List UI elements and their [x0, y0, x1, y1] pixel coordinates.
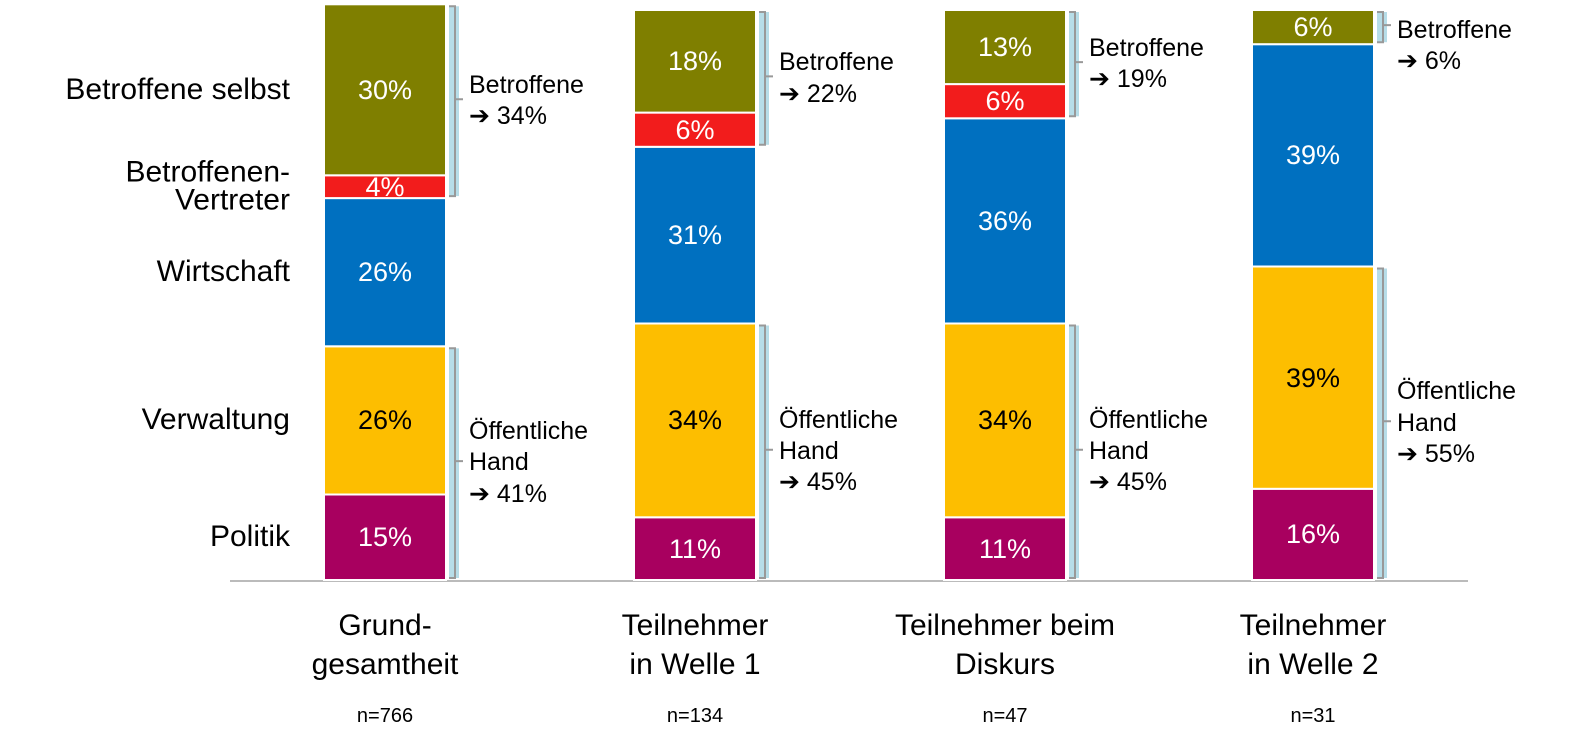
group-annotation: Betroffene ➔ 22%: [779, 47, 894, 110]
value-label: 30%: [357, 74, 413, 105]
category-label: Teilnehmer beim Diskurs: [894, 609, 1116, 681]
value-label: 13%: [977, 31, 1033, 62]
group-annotation: Öffentliche Hand ➔ 45%: [779, 405, 898, 499]
group-label: Öffentliche Hand: [1089, 405, 1209, 466]
bar-segment: [1251, 9, 1375, 46]
group-label: Öffentliche Hand: [1397, 377, 1517, 437]
series-label: Betroffene selbst: [65, 72, 290, 106]
group-label: Betroffene: [779, 48, 894, 77]
value-label: 31%: [667, 219, 723, 250]
bar-segment: [323, 345, 447, 496]
series-label: Wirtschaft: [156, 254, 290, 288]
group-label: Betroffene: [469, 70, 584, 99]
group-value: ➔ 45%: [779, 468, 857, 497]
bar-segment: [633, 516, 757, 581]
group-value: ➔ 6%: [1397, 47, 1462, 75]
sample-size: n=766: [356, 705, 414, 727]
group-annotation: Öffentliche Hand ➔ 55%: [1397, 376, 1516, 470]
group-value: ➔ 45%: [1089, 468, 1167, 497]
category-label: Teilnehmer in Welle 1: [621, 609, 769, 681]
value-label: 4%: [365, 171, 405, 202]
value-label: 34%: [977, 405, 1033, 436]
bar-segment: [1251, 265, 1375, 490]
value-label: 6%: [1293, 11, 1333, 42]
bracket: [1377, 267, 1391, 579]
value-label: 39%: [1285, 140, 1341, 171]
group-label: Öffentliche Hand: [469, 417, 589, 477]
bar-segment: [633, 9, 757, 114]
bar-segment: [943, 322, 1067, 519]
group-annotation: Öffentliche Hand ➔ 41%: [469, 416, 588, 510]
value-label: 11%: [978, 533, 1032, 564]
bar-segment: [633, 322, 757, 519]
value-label: 34%: [667, 405, 723, 436]
sample-size: n=31: [1290, 705, 1336, 727]
bracket: [449, 5, 463, 198]
bar-segment: [323, 3, 447, 177]
group-annotation: Betroffene ➔ 34%: [469, 70, 584, 133]
series-label: Verwaltung: [141, 403, 290, 437]
series-label: Betroffenen- Vertreter: [125, 155, 290, 217]
bar-segment: [1251, 43, 1375, 268]
sample-size: n=47: [982, 705, 1028, 727]
bracket: [759, 324, 773, 579]
bracket: [1069, 11, 1083, 118]
group-label: Betroffene: [1397, 15, 1512, 44]
bar-segment: [633, 111, 757, 148]
group-value: ➔ 55%: [1397, 439, 1475, 468]
bracket: [449, 347, 463, 579]
value-label: 18%: [667, 46, 723, 77]
group-annotation: Öffentliche Hand ➔ 45%: [1089, 405, 1208, 499]
bar-segment: [633, 145, 757, 325]
category-label: Grund- gesamtheit: [311, 609, 459, 681]
group-value: ➔ 19%: [1089, 65, 1167, 94]
group-annotation: Betroffene ➔ 19%: [1089, 33, 1204, 96]
group-label: Öffentliche Hand: [779, 405, 899, 466]
bar-segment: [943, 9, 1067, 86]
group-value: ➔ 22%: [779, 79, 857, 108]
group-label: Betroffene: [1089, 33, 1204, 62]
bar-segment: [943, 117, 1067, 325]
bracket: [1377, 11, 1391, 44]
value-label: 15%: [357, 522, 413, 553]
group-annotation: Betroffene ➔ 6%: [1397, 15, 1512, 78]
value-label: 11%: [668, 533, 722, 564]
value-label: 36%: [977, 205, 1033, 236]
value-label: 6%: [985, 86, 1025, 117]
value-label: 39%: [1285, 362, 1341, 393]
value-label: 26%: [357, 405, 413, 436]
bracket: [759, 11, 773, 146]
value-label: 16%: [1285, 519, 1341, 550]
value-label: 26%: [357, 257, 413, 288]
bar-segment: [1251, 487, 1375, 581]
bracket: [1069, 324, 1083, 579]
sample-size: n=134: [666, 705, 724, 727]
series-label: Politik: [209, 520, 290, 553]
category-label: Teilnehmer in Welle 2: [1239, 609, 1387, 681]
bar-segment: [943, 83, 1067, 120]
group-value: ➔ 34%: [469, 102, 547, 131]
bar-segment: [323, 493, 447, 581]
value-label: 6%: [675, 114, 715, 145]
group-value: ➔ 41%: [469, 479, 547, 508]
